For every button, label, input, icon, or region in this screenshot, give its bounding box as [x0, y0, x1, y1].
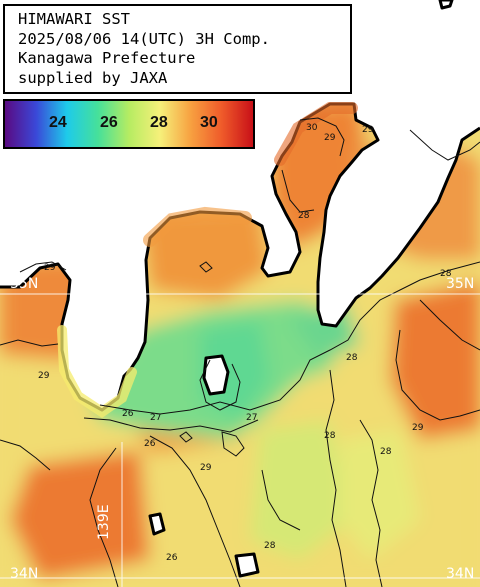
title-product: HIMAWARI SST — [18, 10, 130, 28]
contour-labels: 30 29 29 28 29 29 26 27 27 26 28 28 28 2… — [38, 123, 452, 563]
lat-label-35n-left: 35N — [10, 276, 39, 292]
contour-label: 28 — [324, 431, 336, 441]
contour-label: 29 — [38, 371, 50, 381]
contour-label: 28 — [298, 211, 310, 221]
contour-label: 29 — [362, 125, 374, 135]
contour-label: 30 — [306, 123, 318, 133]
legend-color-bar — [5, 101, 253, 147]
isotherm-contours — [0, 117, 480, 587]
map-title-box: HIMAWARI SST 2025/08/06 14(UTC) 3H Comp.… — [3, 4, 352, 94]
legend-tick-24: 24 — [49, 114, 67, 131]
contour-label: 28 — [264, 541, 276, 551]
title-credit: supplied by JAXA — [18, 68, 168, 87]
contour-label: 28 — [440, 269, 452, 279]
title-region: Kanagawa Prefecture — [18, 49, 196, 67]
contour-label: 26 — [122, 409, 134, 419]
contour-label: 29 — [200, 463, 212, 473]
contour-label: 28 — [380, 447, 392, 457]
legend-tick-28: 28 — [150, 114, 168, 131]
contour-label: 27 — [246, 413, 257, 423]
lat-label-35n-right: 35N — [446, 276, 475, 292]
contour-label: 29 — [324, 133, 336, 143]
temperature-legend: 24 26 28 30 — [3, 99, 255, 149]
contour-label: 26 — [166, 553, 178, 563]
island — [438, 0, 454, 10]
lat-label-34n-right: 34N — [446, 566, 475, 582]
island — [202, 354, 230, 396]
contour-label: 29 — [412, 423, 424, 433]
contour-label: 29 — [44, 263, 56, 273]
lon-label-139e: 139E — [96, 504, 112, 540]
contour-label: 27 — [150, 413, 161, 423]
legend-tick-30: 30 — [200, 114, 218, 131]
lat-label-34n-left: 34N — [10, 566, 39, 582]
legend-tick-26: 26 — [100, 114, 118, 131]
island — [148, 512, 166, 536]
contour-label: 26 — [144, 439, 156, 449]
island — [234, 552, 260, 578]
title-timestamp: 2025/08/06 14(UTC) 3H Comp. — [18, 29, 270, 48]
graticule — [0, 293, 480, 587]
contour-label: 28 — [346, 353, 358, 363]
